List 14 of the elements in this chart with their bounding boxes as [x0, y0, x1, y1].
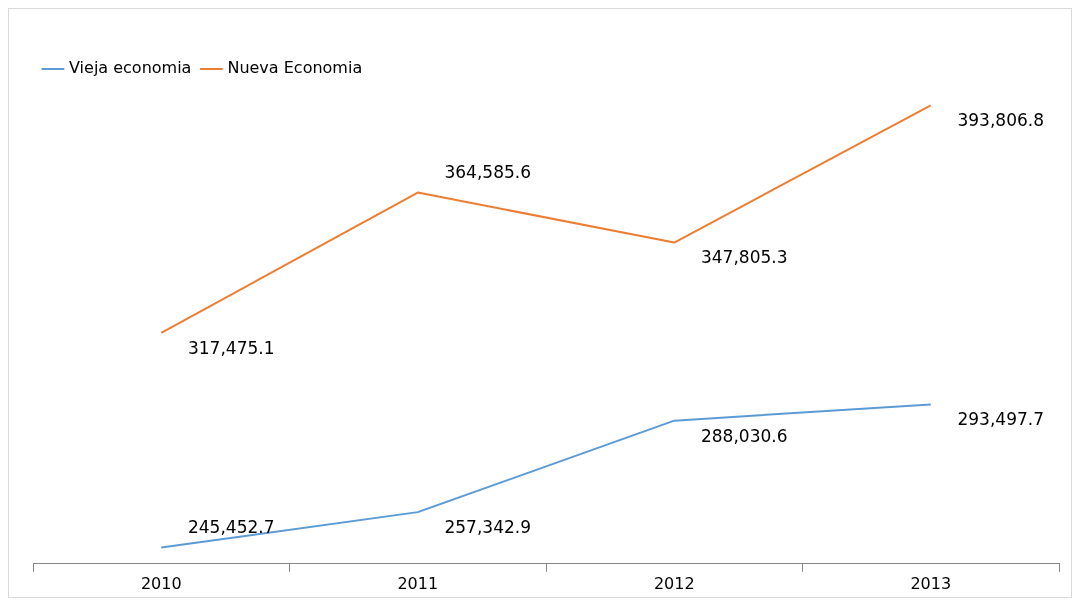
- x-tick-label: 2013: [910, 573, 952, 593]
- data-label: 288,030.6: [700, 425, 788, 446]
- data-label: 245,452.7: [187, 517, 275, 538]
- data-label: 364,585.6: [444, 162, 532, 183]
- data-label: 347,805.3: [700, 247, 788, 268]
- data-label: 317,475.1: [187, 337, 275, 358]
- data-label: 293,497.7: [957, 409, 1045, 430]
- x-tick-label: 2012: [653, 573, 695, 593]
- legend-label: Vieja economia: [69, 58, 192, 78]
- legend-label: Nueva Economia: [227, 58, 363, 78]
- data-label: 393,806.8: [957, 110, 1045, 131]
- x-tick-label: 2010: [140, 573, 182, 593]
- x-tick-label: 2011: [397, 573, 439, 593]
- data-label: 257,342.9: [444, 517, 532, 538]
